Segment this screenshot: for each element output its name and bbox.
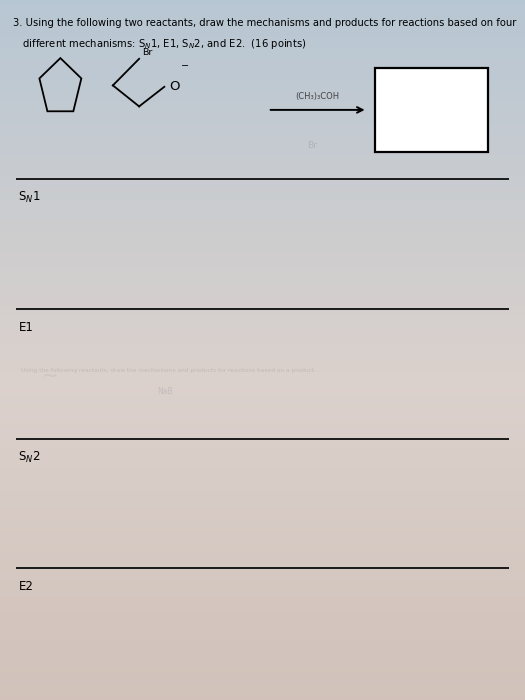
Text: ~: ~ — [42, 367, 58, 386]
Text: Br: Br — [142, 48, 152, 57]
Text: O: O — [170, 80, 180, 93]
Text: S$_N$2: S$_N$2 — [18, 450, 41, 466]
Text: Using the following reactants, draw the mechanisms and products for reactions ba: Using the following reactants, draw the … — [21, 368, 320, 373]
Text: 3. Using the following two reactants, draw the mechanisms and products for react: 3. Using the following two reactants, dr… — [13, 18, 517, 27]
Text: S$_N$1: S$_N$1 — [18, 190, 41, 205]
Text: E2: E2 — [18, 580, 33, 593]
Text: (CH₃)₃COH: (CH₃)₃COH — [296, 92, 340, 102]
Text: −: − — [181, 62, 189, 71]
Text: Br: Br — [307, 141, 317, 150]
Text: NaB: NaB — [158, 387, 173, 396]
Bar — [375, 68, 488, 152]
Text: different mechanisms: S$_N$1, E1, S$_N$2, and E2.  (16 points): different mechanisms: S$_N$1, E1, S$_N$2… — [13, 37, 307, 51]
Text: E1: E1 — [18, 321, 33, 334]
